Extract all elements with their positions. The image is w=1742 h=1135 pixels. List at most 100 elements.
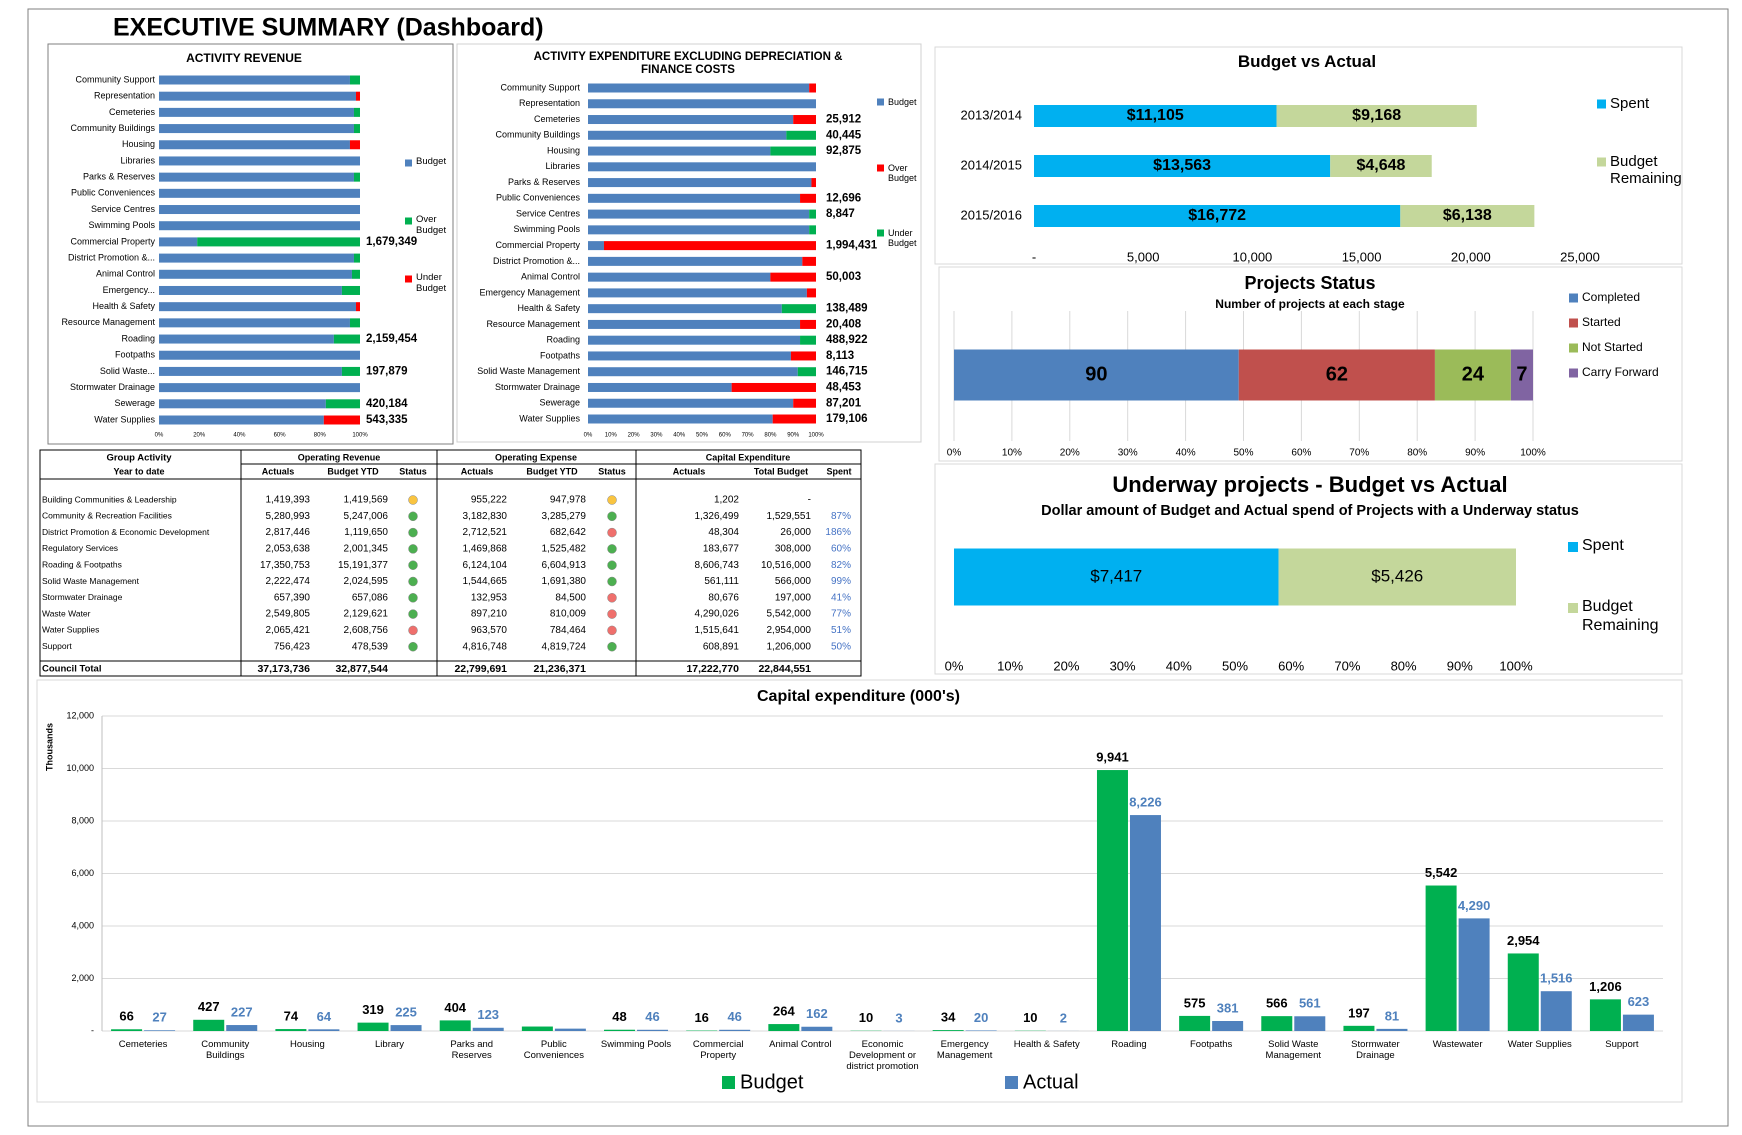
panel bbox=[934, 46, 1683, 265]
bar-segment bbox=[588, 83, 810, 93]
table-cell: 608,891 bbox=[703, 641, 740, 652]
bar-label: 20,408 bbox=[826, 318, 862, 330]
bar-segment bbox=[588, 382, 732, 392]
table-cell: 657,390 bbox=[274, 592, 311, 603]
data-label: 566 bbox=[1266, 996, 1288, 1011]
x-tick-label: 70% bbox=[1334, 658, 1360, 673]
data-label: 3 bbox=[895, 1010, 902, 1025]
chart-subtitle: Dollar amount of Budget and Actual spend… bbox=[1041, 503, 1579, 519]
category-label: Community Support bbox=[75, 74, 155, 84]
bar-segment bbox=[1034, 205, 1401, 227]
table-column-header: Budget YTD bbox=[327, 466, 379, 476]
table-cell: 3,182,830 bbox=[463, 511, 508, 522]
x-tick-label: 20% bbox=[628, 433, 641, 439]
category-label: Swimming Pools bbox=[88, 220, 155, 230]
chart-title: ACTIVITY REVENUE bbox=[186, 51, 302, 65]
legend-swatch bbox=[877, 98, 884, 106]
table-cell: 1,525,482 bbox=[542, 544, 587, 555]
table-border bbox=[39, 449, 862, 677]
table-cell: 1,529,551 bbox=[767, 511, 812, 522]
bar-segment bbox=[159, 124, 354, 134]
bar-segment bbox=[1510, 349, 1533, 401]
data-label: 74 bbox=[284, 1008, 299, 1023]
y-tick-label: 12,000 bbox=[66, 710, 94, 720]
legend-label: Under Budget bbox=[888, 227, 917, 248]
bar-segment bbox=[159, 156, 360, 166]
chart-title: Capital expenditure (000's) bbox=[757, 688, 960, 705]
legend-label: Budget Remaining bbox=[1610, 153, 1682, 188]
x-tick-label: 30% bbox=[650, 433, 663, 439]
bar bbox=[637, 1029, 669, 1031]
x-tick-label: 10% bbox=[605, 433, 618, 439]
bar-label: 50,003 bbox=[826, 271, 861, 283]
bar-label: 2,159,454 bbox=[366, 333, 418, 345]
bar-segment bbox=[159, 334, 334, 344]
bar-segment bbox=[802, 256, 816, 266]
bar-segment bbox=[349, 318, 360, 328]
table-cell: District Promotion & Economic Developmen… bbox=[42, 527, 210, 537]
status-dot bbox=[408, 511, 418, 522]
table-cell: 566,000 bbox=[775, 576, 812, 587]
category-label: Cemeteries bbox=[534, 114, 581, 124]
status-dot bbox=[607, 527, 617, 538]
x-tick-label: 40% bbox=[1176, 448, 1196, 459]
x-tick-label: 60% bbox=[1291, 448, 1311, 459]
legend-label: Over Budget bbox=[416, 214, 447, 237]
table-cell: 2,954,000 bbox=[767, 625, 812, 636]
category-label: District Promotion &... bbox=[493, 256, 580, 266]
x-tick-label: Library bbox=[375, 1039, 405, 1050]
bar-segment bbox=[588, 304, 782, 314]
x-tick-label: Community Buildings bbox=[201, 1039, 250, 1061]
data-label: $16,772 bbox=[1188, 207, 1246, 224]
table-cell: 308,000 bbox=[775, 544, 812, 555]
data-label: 1,206 bbox=[1589, 979, 1622, 994]
table-cell: 4,819,724 bbox=[542, 641, 587, 652]
bar-label: 488,922 bbox=[826, 334, 868, 346]
bar-segment bbox=[1034, 155, 1331, 177]
x-tick-label: 50% bbox=[1233, 448, 1253, 459]
bar-segment bbox=[159, 188, 360, 198]
x-tick-label: Solid Waste Management bbox=[1265, 1039, 1321, 1061]
table-cell: 22,799,691 bbox=[454, 663, 507, 675]
y-axis-label: Thousands bbox=[44, 723, 54, 771]
bar-segment bbox=[1238, 349, 1435, 401]
category-label: Housing bbox=[547, 145, 580, 155]
bar-label: 12,696 bbox=[826, 192, 861, 204]
bar-segment bbox=[159, 366, 342, 376]
x-tick-label: 10% bbox=[1002, 448, 1022, 459]
bar bbox=[1507, 953, 1539, 1031]
x-tick-label: Water Supplies bbox=[1507, 1039, 1572, 1050]
legend-swatch bbox=[1568, 603, 1578, 613]
bar-segment bbox=[159, 415, 324, 425]
bar bbox=[439, 1020, 471, 1031]
table-cell: Waste Water bbox=[42, 608, 91, 618]
legend-label: Started bbox=[1582, 314, 1621, 329]
legend-swatch bbox=[1005, 1076, 1018, 1089]
category-label: Community Buildings bbox=[70, 123, 155, 133]
bar bbox=[1261, 1016, 1293, 1031]
bar bbox=[1294, 1016, 1326, 1031]
bar-segment bbox=[159, 269, 352, 279]
bar-segment bbox=[588, 130, 787, 140]
category-label: Community Support bbox=[500, 82, 580, 92]
x-tick-label: 70% bbox=[742, 433, 755, 439]
data-label: 24 bbox=[1462, 363, 1485, 385]
table-cell: 756,423 bbox=[274, 641, 311, 652]
bar-segment bbox=[588, 351, 791, 361]
bar-segment bbox=[159, 253, 354, 263]
data-label: 16 bbox=[694, 1010, 708, 1025]
data-label: 62 bbox=[1326, 363, 1348, 385]
category-label: Cemeteries bbox=[109, 107, 156, 117]
x-tick-label: Economic Development or district promoti… bbox=[846, 1039, 919, 1072]
table-cell: 6,124,104 bbox=[463, 560, 508, 571]
table-cell: 1,202 bbox=[714, 495, 739, 506]
bar bbox=[1129, 815, 1161, 1031]
table-cell: 784,464 bbox=[550, 625, 587, 636]
x-tick-label: 20% bbox=[1060, 448, 1080, 459]
bar-segment bbox=[588, 115, 794, 125]
data-label: 8,226 bbox=[1129, 795, 1162, 810]
bar-segment bbox=[353, 107, 360, 117]
bar-segment bbox=[1434, 349, 1511, 401]
x-tick-label: 0% bbox=[945, 658, 964, 673]
x-tick-label: 80% bbox=[764, 433, 777, 439]
